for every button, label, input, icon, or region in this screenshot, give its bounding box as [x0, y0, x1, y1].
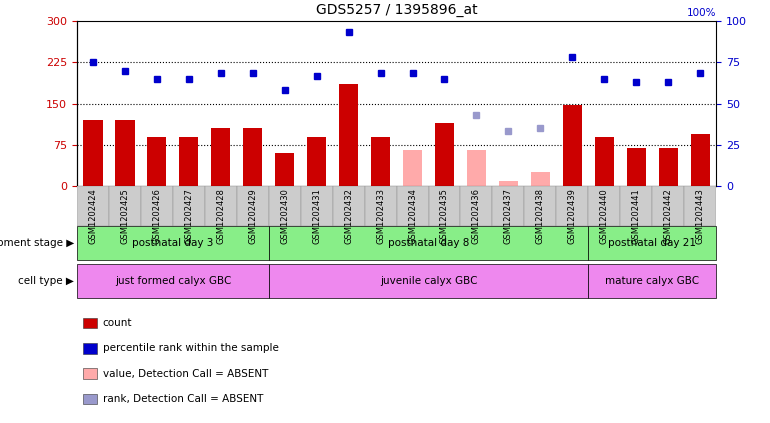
- Text: juvenile calyx GBC: juvenile calyx GBC: [380, 276, 477, 286]
- Text: GSM1202440: GSM1202440: [600, 188, 609, 244]
- Text: GSM1202430: GSM1202430: [280, 188, 290, 244]
- Text: GSM1202428: GSM1202428: [216, 188, 226, 244]
- Text: development stage ▶: development stage ▶: [0, 238, 74, 248]
- Bar: [83, 318, 98, 328]
- Bar: [493, 186, 524, 226]
- Bar: [307, 137, 326, 186]
- Bar: [531, 173, 550, 186]
- Bar: [333, 186, 365, 226]
- Text: postnatal day 3: postnatal day 3: [132, 238, 213, 248]
- Bar: [205, 186, 237, 226]
- Bar: [275, 153, 294, 186]
- Bar: [627, 148, 646, 186]
- Text: GSM1202443: GSM1202443: [695, 188, 705, 244]
- Bar: [524, 186, 556, 226]
- Bar: [499, 181, 518, 186]
- Text: GSM1202435: GSM1202435: [440, 188, 449, 244]
- Bar: [237, 186, 269, 226]
- Bar: [77, 264, 269, 298]
- Text: GSM1202427: GSM1202427: [184, 188, 193, 244]
- Bar: [403, 151, 422, 186]
- Text: GSM1202438: GSM1202438: [536, 188, 545, 244]
- Text: GSM1202429: GSM1202429: [248, 188, 257, 244]
- Text: rank, Detection Call = ABSENT: rank, Detection Call = ABSENT: [102, 394, 263, 404]
- Bar: [467, 151, 486, 186]
- Text: GSM1202439: GSM1202439: [567, 188, 577, 244]
- Text: postnatal day 21: postnatal day 21: [608, 238, 696, 248]
- Bar: [588, 264, 716, 298]
- Text: 100%: 100%: [687, 8, 716, 18]
- Bar: [211, 129, 230, 186]
- Text: GSM1202425: GSM1202425: [120, 188, 129, 244]
- Text: GSM1202441: GSM1202441: [631, 188, 641, 244]
- Bar: [269, 264, 588, 298]
- Bar: [371, 137, 390, 186]
- Bar: [684, 186, 716, 226]
- Bar: [563, 105, 582, 186]
- Bar: [691, 134, 710, 186]
- Bar: [435, 123, 454, 186]
- Text: count: count: [102, 318, 132, 328]
- Bar: [397, 186, 428, 226]
- Text: GSM1202426: GSM1202426: [152, 188, 162, 244]
- Bar: [269, 226, 588, 260]
- Text: GSM1202437: GSM1202437: [504, 188, 513, 244]
- Bar: [300, 186, 333, 226]
- Text: GSM1202434: GSM1202434: [408, 188, 417, 244]
- Bar: [588, 186, 621, 226]
- Text: GSM1202433: GSM1202433: [376, 188, 385, 244]
- Text: GSM1202431: GSM1202431: [312, 188, 321, 244]
- Bar: [147, 137, 166, 186]
- Text: GSM1202424: GSM1202424: [89, 188, 98, 244]
- Bar: [365, 186, 397, 226]
- Bar: [109, 186, 141, 226]
- Bar: [556, 186, 588, 226]
- Text: postnatal day 8: postnatal day 8: [388, 238, 469, 248]
- Bar: [77, 186, 109, 226]
- Text: percentile rank within the sample: percentile rank within the sample: [102, 343, 279, 354]
- Text: value, Detection Call = ABSENT: value, Detection Call = ABSENT: [102, 368, 268, 379]
- Bar: [116, 120, 135, 186]
- Bar: [83, 393, 98, 404]
- Bar: [594, 137, 614, 186]
- Bar: [658, 148, 678, 186]
- Bar: [141, 186, 173, 226]
- Text: GSM1202436: GSM1202436: [472, 188, 481, 244]
- Bar: [83, 343, 98, 354]
- Bar: [621, 186, 652, 226]
- Bar: [460, 186, 493, 226]
- Text: just formed calyx GBC: just formed calyx GBC: [115, 276, 231, 286]
- Bar: [172, 186, 205, 226]
- Bar: [77, 226, 269, 260]
- Bar: [83, 120, 102, 186]
- Text: GSM1202442: GSM1202442: [664, 188, 673, 244]
- Text: cell type ▶: cell type ▶: [18, 276, 74, 286]
- Bar: [269, 186, 300, 226]
- Bar: [652, 186, 684, 226]
- Bar: [243, 129, 263, 186]
- Bar: [179, 137, 199, 186]
- Bar: [83, 368, 98, 379]
- Text: GSM1202432: GSM1202432: [344, 188, 353, 244]
- Bar: [339, 85, 358, 186]
- Text: mature calyx GBC: mature calyx GBC: [605, 276, 699, 286]
- Bar: [588, 226, 716, 260]
- Title: GDS5257 / 1395896_at: GDS5257 / 1395896_at: [316, 3, 477, 17]
- Bar: [429, 186, 460, 226]
